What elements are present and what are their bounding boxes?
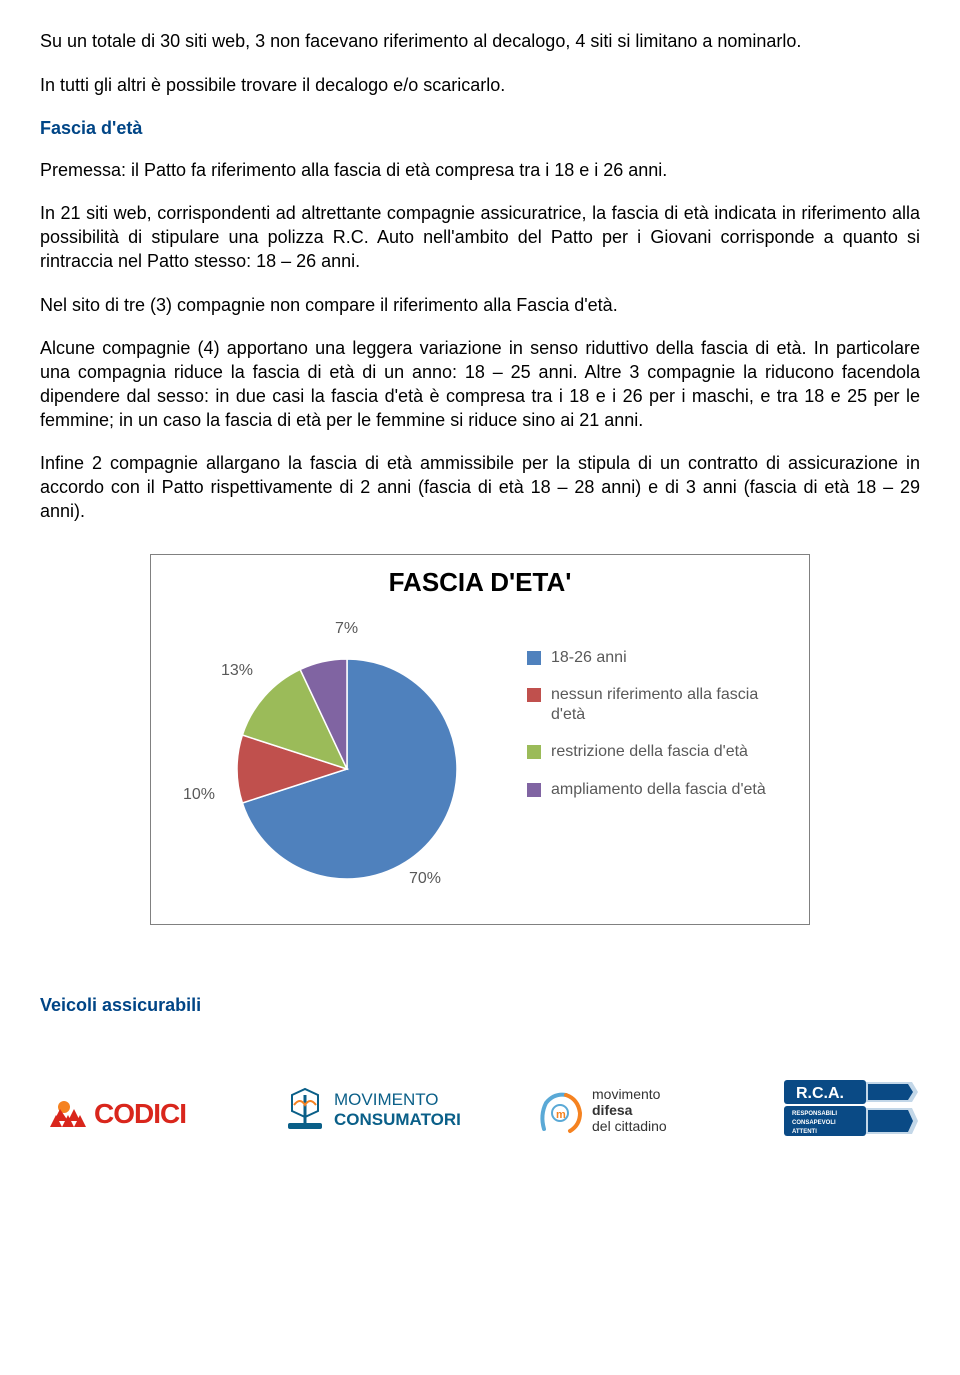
pie-pct-label: 10% [183, 786, 215, 804]
logo-movimento-consumatori: MOVIMENTO CONSUMATORI [270, 1079, 490, 1143]
logo-rca-sub1: RESPONSABILI [792, 1111, 837, 1117]
footer-logos: CODICI MOVIMENTO CONSUMATORI m movimento… [40, 1076, 920, 1146]
paragraph-intro-2: In tutti gli altri è possibile trovare i… [40, 74, 920, 98]
heading-veicoli: Veicoli assicurabili [40, 995, 920, 1016]
legend-item: 18-26 anni [527, 648, 793, 668]
legend-label: ampliamento della fascia d'età [551, 780, 766, 800]
paragraph-2-compagnie: Infine 2 compagnie allargano la fascia d… [40, 452, 920, 523]
heading-fascia-eta: Fascia d'età [40, 118, 920, 139]
pie-area: 70% 10% 13% 7% [167, 604, 527, 904]
logo-movimento-difesa: m movimento difesa del cittadino [530, 1079, 740, 1143]
pie-pct-label: 70% [409, 870, 441, 888]
logo-rca-sub3: ATTENTI [792, 1129, 817, 1135]
fascia-eta-chart: FASCIA D'ETA' 70% 10% 13% 7% 18-26 anni ness… [150, 554, 810, 925]
logo-mdc-line1: movimento [592, 1086, 661, 1102]
pie-svg [167, 604, 527, 904]
pie-pct-label: 7% [335, 620, 358, 638]
paragraph-premessa: Premessa: il Patto fa riferimento alla f… [40, 159, 920, 183]
logo-mc-line2: CONSUMATORI [334, 1110, 461, 1129]
logo-mdc-line2: difesa [592, 1102, 633, 1118]
logo-mdc-line3: del cittadino [592, 1118, 667, 1134]
chart-title: FASCIA D'ETA' [167, 567, 793, 598]
pie-pct-label: 13% [221, 662, 253, 680]
svg-text:m: m [556, 1109, 566, 1121]
legend-swatch [527, 745, 541, 759]
logo-rca-title: R.C.A. [796, 1085, 844, 1102]
paragraph-intro-1: Su un totale di 30 siti web, 3 non facev… [40, 30, 920, 54]
logo-codici-text: CODICI [94, 1098, 186, 1129]
legend-label: restrizione della fascia d'età [551, 742, 748, 762]
legend-swatch [527, 783, 541, 797]
legend-item: ampliamento della fascia d'età [527, 780, 793, 800]
logo-rca-sub2: CONSAPEVOLI [792, 1120, 836, 1126]
logo-mc-line1: MOVIMENTO [334, 1090, 439, 1109]
legend-swatch [527, 688, 541, 702]
legend-item: restrizione della fascia d'età [527, 742, 793, 762]
legend-swatch [527, 651, 541, 665]
chart-legend: 18-26 anni nessun riferimento alla fascia… [527, 604, 793, 818]
legend-label: 18-26 anni [551, 648, 627, 668]
legend-item: nessun riferimento alla fascia d'età [527, 685, 793, 724]
paragraph-21-siti: In 21 siti web, corrispondenti ad altret… [40, 202, 920, 273]
paragraph-4-compagnie: Alcune compagnie (4) apportano una legge… [40, 337, 920, 432]
legend-label: nessun riferimento alla fascia d'età [551, 685, 793, 724]
paragraph-3-compagnie: Nel sito di tre (3) compagnie non compar… [40, 294, 920, 318]
logo-rca: R.C.A. RESPONSABILI CONSAPEVOLI ATTENTI [780, 1076, 920, 1146]
logo-codici: CODICI [40, 1081, 230, 1141]
